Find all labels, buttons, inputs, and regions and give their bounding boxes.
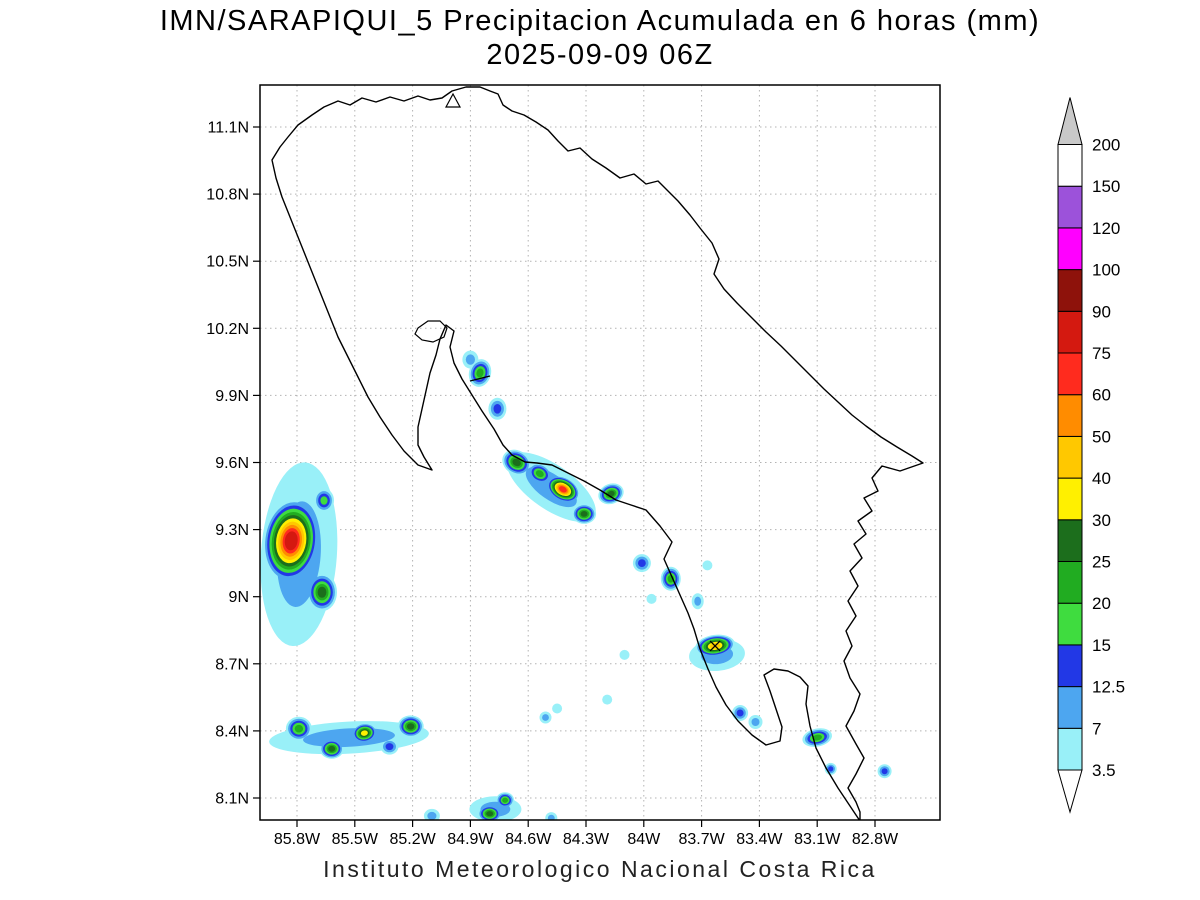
colorbar-label: 200: [1092, 136, 1120, 155]
colorbar-band: [1057, 185, 1083, 229]
colorbar-label: 7: [1092, 719, 1101, 738]
x-tick-label: 83.7W: [678, 831, 725, 848]
plot-subtitle: 2025-09-09 06Z: [486, 39, 714, 71]
colorbar-label: 15: [1092, 636, 1111, 655]
colorbar-label: 20: [1092, 594, 1111, 613]
x-tick-label: 84W: [627, 831, 661, 848]
colorbar-over-arrow: [1057, 97, 1083, 145]
colorbar-band: [1057, 144, 1083, 187]
colorbar-label: 40: [1092, 469, 1111, 488]
y-tick-label: 11.1N: [207, 120, 249, 137]
colorbar-label: 75: [1092, 344, 1111, 363]
colorbar-label: 60: [1092, 386, 1111, 405]
x-tick-label: 83.4W: [736, 831, 783, 848]
y-tick-label: 9.9N: [215, 388, 249, 405]
x-tick-label: 85.5W: [332, 831, 379, 848]
colorbar-band: [1057, 644, 1083, 688]
colorbar-band: [1057, 227, 1083, 271]
colorbar-label: 120: [1092, 219, 1120, 238]
y-tick-label: 9.3N: [215, 522, 249, 539]
colorbar-label: 90: [1092, 302, 1111, 321]
x-tick-label: 85.2W: [389, 831, 436, 848]
map-frame: [259, 84, 941, 821]
y-tick-label: 9.6N: [215, 455, 249, 472]
x-tick-label: 84.3W: [563, 831, 610, 848]
triangle-marker-icon: [444, 92, 462, 108]
colorbar-band: [1057, 727, 1083, 771]
y-tick-label: 8.4N: [215, 723, 249, 740]
gridlines: [260, 85, 940, 820]
max-precip-marker: [709, 640, 721, 652]
colorbar-label: 100: [1092, 261, 1120, 280]
colorbar-label: 25: [1092, 553, 1111, 572]
puntarenas-spit: [469, 375, 491, 382]
colorbar: 3.5 7 12.5 15 20 25 30 40 50 60 75 90 100 120 150 200: [1057, 97, 1125, 814]
basemap: [271, 86, 924, 820]
colorbar-band: [1057, 352, 1083, 396]
precipitation-cells: [260, 350, 892, 820]
x-tick-label: 82.8W: [852, 831, 899, 848]
axis-labels: 11.1N 10.8N 10.5N 10.2N 9.9N 9.6N 9.3N 9N 8.7N 8.…: [206, 120, 899, 849]
y-tick-label: 8.1N: [215, 791, 249, 808]
colorbar-band: [1057, 477, 1083, 521]
colorbar-band: [1057, 686, 1083, 729]
costa-rica-coastline: [271, 86, 924, 820]
colorbar-label: 150: [1092, 177, 1120, 196]
y-tick-label: 10.5N: [206, 254, 249, 271]
y-tick-label: 9N: [229, 589, 249, 606]
colorbar-band: [1057, 310, 1083, 354]
colorbar-label: 50: [1092, 427, 1111, 446]
colorbar-label: 12.5: [1092, 678, 1125, 697]
y-tick-label: 10.8N: [206, 187, 249, 204]
colorbar-band: [1057, 394, 1083, 437]
y-tick-label: 10.2N: [206, 321, 249, 338]
x-tick-label: 84.6W: [505, 831, 552, 848]
colorbar-label: 3.5: [1092, 761, 1116, 780]
footer-caption: Instituto Meteorologico Nacional Costa R…: [323, 856, 877, 882]
lake-arenal-outline: [414, 320, 448, 343]
x-tick-label: 83.1W: [794, 831, 841, 848]
y-tick-label: 8.7N: [215, 656, 249, 673]
colorbar-band: [1057, 435, 1083, 479]
x-tick-label: 85.8W: [274, 831, 321, 848]
colorbar-band: [1057, 602, 1083, 646]
colorbar-band: [1057, 561, 1083, 604]
colorbar-band: [1057, 269, 1083, 312]
colorbar-band: [1057, 519, 1083, 562]
x-tick-label: 84.9W: [447, 831, 494, 848]
colorbar-label: 30: [1092, 511, 1111, 530]
plot-title: IMN/SARAPIQUI_5 Precipitacion Acumulada …: [159, 5, 1041, 37]
colorbar-under-arrow: [1057, 769, 1083, 814]
